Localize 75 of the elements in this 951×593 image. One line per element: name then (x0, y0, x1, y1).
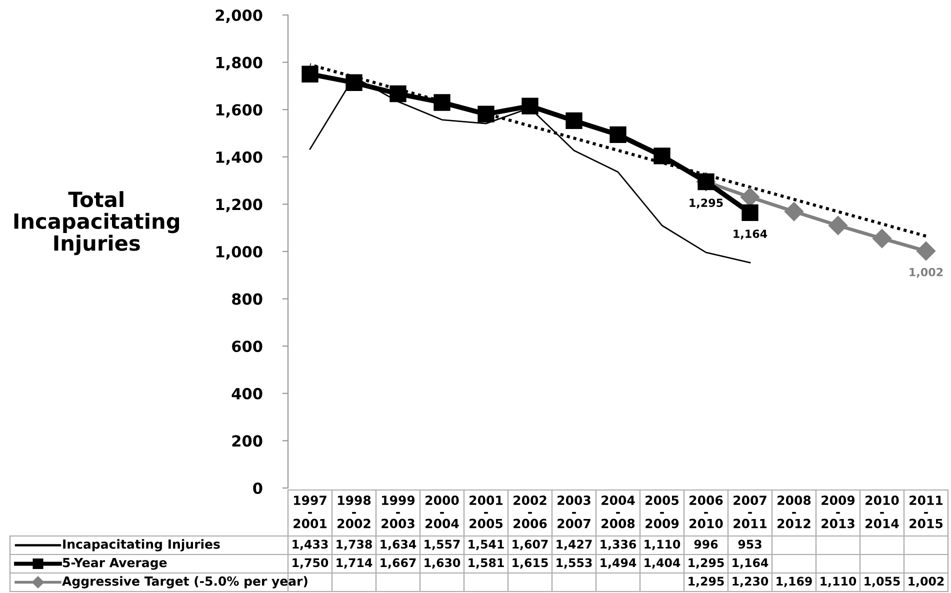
data-label: 1,714 (336, 558, 372, 569)
x-tick-label: 2004 - 2008 (602, 496, 635, 528)
data-label: 1,541 (468, 540, 504, 550)
point (828, 216, 848, 236)
data-label: 1,164 (732, 558, 768, 569)
point (872, 228, 892, 248)
data-label: 1,630 (424, 558, 460, 569)
y-tick-label: 200 (232, 435, 262, 447)
data-label: 1,634 (380, 540, 416, 550)
point (346, 74, 362, 91)
y-axis-title: Total Incapacitating Injuries (14, 191, 180, 256)
point (610, 126, 626, 144)
data-label: 1,738 (336, 540, 372, 550)
annotation: 1,002 (910, 268, 943, 278)
annotation: 1,164 (734, 230, 768, 240)
point (566, 112, 582, 130)
data-label: 1,110 (820, 576, 856, 588)
annotation: 1,295 (690, 198, 723, 208)
x-tick-label: 2006 - 2010 (690, 496, 723, 528)
data-label: 1,433 (292, 540, 328, 550)
point (654, 148, 670, 164)
point (522, 98, 538, 114)
data-label: 1,615 (512, 558, 548, 569)
point (742, 204, 758, 222)
x-tick-label: 2001 - 2005 (470, 496, 503, 528)
legend-label: Aggressive Target (-5.0% per year) (62, 576, 308, 588)
data-label: 996 (694, 540, 718, 549)
data-label: 1,110 (644, 540, 680, 550)
data-label: 1,667 (380, 558, 416, 569)
x-tick-label: 1997 - 2001 (294, 496, 327, 528)
legend-label: 5-Year Average (62, 558, 167, 570)
y-tick-label: 1,600 (216, 104, 262, 118)
x-tick-label: 1998 - 2002 (338, 496, 371, 528)
data-label: 1,494 (600, 558, 636, 569)
x-tick-label: 2007 - 2011 (734, 496, 767, 528)
point (390, 85, 406, 102)
data-label: 1,169 (776, 576, 812, 588)
x-tick-label: 2011 - 2015 (910, 496, 943, 528)
x-tick-label: 2000 - 2004 (426, 496, 459, 528)
point (302, 66, 318, 82)
x-tick-label: 2003 - 2007 (558, 496, 590, 528)
y-tick-label: 1,800 (216, 56, 262, 70)
x-tick-label: 2005 - 2009 (646, 496, 679, 528)
y-tick-label: 1,200 (216, 198, 262, 212)
data-label: 1,581 (468, 558, 504, 569)
y-tick-label: 1,000 (216, 246, 262, 260)
data-label: 953 (738, 540, 762, 549)
data-label: 1,295 (688, 576, 724, 588)
data-label: 1,295 (688, 558, 724, 569)
y-tick-label: 800 (232, 293, 262, 305)
x-tick-label: 2010 - 2014 (866, 496, 899, 528)
data-label: 1,336 (600, 540, 636, 550)
legend-label: Incapacitating Injuries (63, 539, 220, 552)
data-label: 1,404 (644, 558, 680, 569)
x-tick-label: 2008 - 2012 (778, 496, 811, 528)
x-tick-label: 2009 - 2013 (822, 496, 855, 528)
y-tick-label: 0 (253, 482, 262, 494)
x-tick-label: 2002 - 2006 (514, 496, 547, 528)
point (784, 202, 804, 222)
data-label: 1,055 (864, 576, 900, 588)
data-label: 1,750 (292, 558, 328, 569)
data-label: 1,427 (556, 540, 592, 550)
data-label: 1,002 (908, 576, 944, 588)
point (916, 241, 936, 261)
y-tick-label: 600 (232, 340, 262, 352)
y-tick-label: 400 (232, 388, 262, 400)
y-tick-label: 2,000 (216, 9, 262, 23)
x-tick-label: 1999 - 2003 (382, 496, 415, 528)
data-label: 1,230 (732, 576, 768, 588)
data-label: 1,553 (556, 558, 592, 569)
data-label: 1,557 (424, 540, 460, 550)
y-tick-label: 1,400 (216, 151, 262, 165)
data-label: 1,607 (512, 540, 548, 550)
point (434, 94, 450, 111)
point (478, 106, 494, 122)
